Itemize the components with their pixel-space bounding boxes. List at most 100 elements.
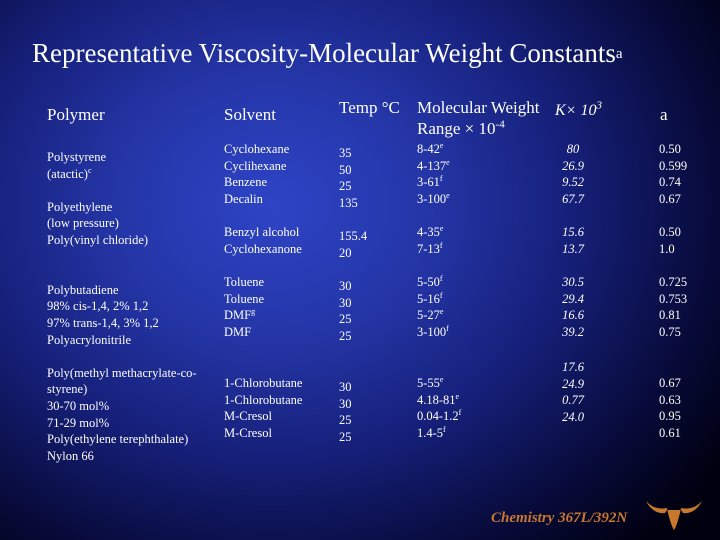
solvent-line: M-Cresol	[224, 408, 302, 425]
range-value: 5-27e	[417, 307, 449, 324]
temp-value: 30	[339, 279, 352, 293]
range-value-text: 5-16	[417, 291, 440, 306]
solvent-line: Benzene	[224, 174, 289, 191]
k-value: 26.9	[562, 158, 584, 173]
k-value: 30.5	[562, 275, 584, 289]
header-k: K× 103	[555, 99, 602, 119]
polymer-line-text: Poly(ethylene terephthalate)	[47, 432, 189, 447]
solvent-line-text: DMF	[224, 324, 252, 339]
k-value: 80	[566, 142, 580, 156]
range-value: 3-100e	[417, 191, 450, 208]
solvent-group: Cyclohexane Cyclihexane Benzene Decalin	[224, 141, 289, 207]
temp-group: 155.4 20	[339, 228, 367, 261]
temp-group: 30 30 25 25	[339, 278, 352, 344]
solvent-line: DMFg	[224, 307, 264, 324]
solvent-line: 1-Chlorobutane	[224, 375, 302, 392]
a-value: 0.725	[659, 275, 688, 289]
polymer-line	[47, 249, 197, 266]
a-value: 0.67	[659, 376, 681, 390]
solvent-group: 1-Chlorobutane 1-Chlorobutane M-Cresol M-Cr…	[224, 375, 302, 441]
polymer-line-note: c	[87, 165, 92, 175]
polymer-line-text: 71-29 mol%	[47, 415, 110, 430]
a-value: 0.599	[659, 158, 688, 173]
slide-title: Representative Viscosity-Molecular Weigh…	[32, 38, 623, 68]
polymer-line: Polyacrylonitrile	[47, 332, 197, 349]
a-value: 0.50	[659, 225, 681, 239]
header-mw-line2: Range × 10-4	[417, 118, 505, 138]
k-group: 17.6 24.9 0.77 24.0	[528, 359, 618, 425]
solvent-line-text: 1-Chlorobutane	[224, 376, 303, 390]
range-value-text: 3-100	[417, 191, 447, 206]
k-value: 15.6	[562, 225, 584, 239]
range-value: 3-100f	[417, 324, 449, 341]
polymer-line: Polystyrene	[47, 149, 197, 166]
header-mw-line1: Molecular Weight	[417, 98, 540, 117]
polymer-line	[47, 182, 197, 199]
range-value-note: e	[446, 190, 450, 200]
polymer-line: Polybutadiene	[47, 282, 197, 299]
solvent-line-text: M-Cresol	[224, 409, 272, 424]
k-value: 29.4	[562, 291, 584, 306]
polymer-line: (low pressure)	[47, 215, 197, 232]
solvent-line: Toluene	[224, 274, 264, 291]
range-group: 8-42e 4-137e 3-61f 3-100e	[417, 141, 450, 207]
range-value-text: 1.4-5	[417, 425, 444, 440]
temp-value: 35	[339, 146, 352, 160]
a-group: 0.67 0.63 0.95 0.61	[659, 375, 681, 441]
polymer-line-text: Polystyrene	[47, 150, 107, 164]
polymer-line-text: (low pressure)	[47, 216, 119, 231]
range-value: 3-61f	[417, 174, 450, 191]
range-value-text: 5-27	[417, 308, 440, 323]
header-a: a	[660, 105, 668, 124]
a-value: 0.63	[659, 392, 681, 407]
range-value-note: f	[439, 290, 443, 300]
k-value: 24.0	[562, 409, 584, 424]
range-value-note: e	[446, 157, 450, 167]
a-value: 0.81	[659, 308, 681, 323]
range-value: 4-35e	[417, 224, 443, 241]
range-value: 1.4-5f	[417, 425, 461, 442]
range-value-text: 0.04-1.2	[417, 409, 459, 424]
range-value-note: e	[439, 223, 444, 233]
range-value-text: 7-13	[417, 241, 440, 256]
solvent-line: Cyclohexanone	[224, 241, 302, 258]
solvent-line-text: Cyclohexane	[224, 142, 290, 156]
range-value-note: f	[439, 240, 443, 250]
k-value: 24.9	[562, 376, 584, 391]
range-value-text: 8-42	[417, 142, 440, 156]
temp-value: 30	[339, 295, 352, 310]
polymer-line-text: Polybutadiene	[47, 282, 119, 297]
polymer-line: Polyethylene	[47, 199, 197, 216]
solvent-line-text: DMF	[224, 308, 252, 323]
solvent-line-note: g	[251, 307, 256, 317]
k-value: 16.6	[562, 308, 584, 323]
range-value-text: 4-137	[417, 158, 447, 173]
solvent-line-text: Cyclihexane	[224, 158, 287, 173]
solvent-line: Benzyl alcohol	[224, 224, 302, 241]
a-value: 0.753	[659, 291, 688, 306]
polymer-line	[47, 265, 197, 282]
solvent-line-text: Benzyl alcohol	[224, 225, 300, 239]
temp-value: 25	[339, 413, 352, 428]
range-value: 5-55e	[417, 375, 461, 392]
range-value-note: f	[439, 174, 443, 184]
polymer-line: 97% trans-1,4, 3% 1,2	[47, 315, 197, 332]
temp-value: 20	[339, 245, 352, 260]
range-value-note: f	[439, 273, 443, 283]
polymer-line-text: Poly(vinyl chloride)	[47, 232, 149, 247]
solvent-line: Decalin	[224, 191, 289, 208]
temp-value: 25	[339, 179, 352, 194]
range-value-text: 5-50	[417, 275, 440, 289]
solvent-line: Cyclihexane	[224, 158, 289, 175]
a-value: 0.50	[659, 142, 681, 156]
temp-value: 30	[339, 380, 352, 394]
polymer-line: (atactic)c	[47, 166, 197, 183]
header-polymer: Polymer	[47, 105, 105, 124]
a-value: 0.67	[659, 191, 681, 206]
footer-course-label: Chemistry 367L/392N	[491, 510, 628, 526]
a-group: 0.50 0.599 0.74 0.67	[659, 141, 687, 207]
polymer-line-text: Polyacrylonitrile	[47, 332, 132, 347]
solvent-line: M-Cresol	[224, 425, 302, 442]
temp-value: 50	[339, 162, 352, 177]
k-value: 39.2	[562, 324, 584, 339]
